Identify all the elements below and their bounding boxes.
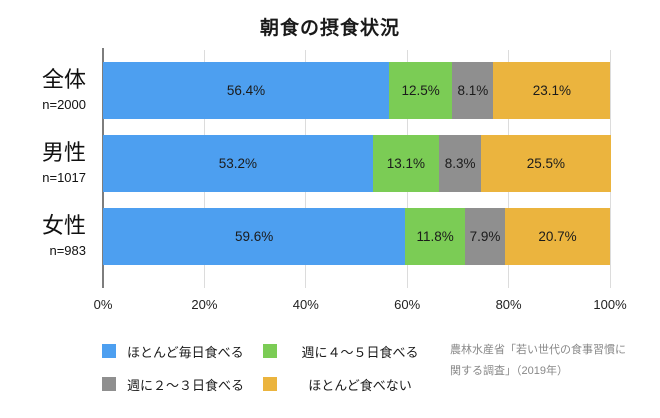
value-label: 20.7% (538, 229, 577, 244)
value-label: 53.2% (218, 156, 257, 171)
x-tick-label: 60% (394, 297, 421, 312)
category-sample-size: n=983 (49, 243, 86, 258)
bar-segment-1: 56.4% (103, 62, 389, 119)
legend-label: ほとんど毎日食べる (127, 344, 244, 360)
bar-segment-3: 7.9% (464, 208, 506, 265)
source-note: 農林水産省「若い世代の食事習慣に 関する調査」（2019年） (450, 340, 626, 382)
bar-segment-4: 23.1% (493, 62, 611, 119)
legend-item: ほとんど食べない (263, 377, 435, 393)
bar-segment-1: 59.6% (103, 208, 406, 265)
value-label: 59.6% (234, 229, 274, 244)
x-tick-label: 40% (292, 297, 319, 312)
source-line-2: 関する調査」（2019年） (450, 365, 568, 377)
category-name: 女性 (41, 213, 86, 238)
x-tick-label: 20% (191, 297, 218, 312)
bar-segment-2: 13.1% (372, 135, 440, 192)
source-line-1: 農林水産省「若い世代の食事習慣に (450, 344, 626, 356)
legend-item: ほとんど毎日食べる (102, 344, 244, 360)
bar-segment-2: 11.8% (405, 208, 465, 265)
bar-segment-3: 8.3% (439, 135, 482, 192)
legend-label: 週に４〜５日食べる (301, 344, 419, 360)
legend-swatch (263, 344, 277, 358)
bar-segment-2: 12.5% (388, 62, 453, 119)
bar-segment-1: 53.2% (103, 135, 373, 192)
legend-swatch (102, 344, 116, 358)
legend-swatch (102, 377, 116, 391)
value-label: 13.1% (386, 156, 426, 171)
category-name: 男性 (41, 140, 86, 165)
value-label: 7.9% (469, 229, 501, 244)
bar-segment-3: 8.1% (452, 62, 494, 119)
category-label: 女性 n=983 (0, 213, 86, 260)
category-label: 男性 n=1017 (0, 140, 86, 187)
legend-label: ほとんど食べない (308, 377, 412, 393)
x-tick-label: 0% (93, 297, 113, 312)
value-label: 11.8% (416, 229, 454, 244)
value-label: 8.1% (457, 83, 489, 98)
category-sample-size: n=2000 (42, 97, 86, 112)
category-sample-size: n=1017 (42, 170, 86, 185)
chart-title: 朝食の摂食状況 (259, 18, 400, 39)
value-label: 12.5% (401, 83, 440, 98)
category-label: 全体 n=2000 (0, 67, 86, 114)
x-tick-label: 80% (495, 297, 522, 312)
value-label: 8.3% (444, 156, 476, 171)
legend-label: 週に２〜３日食べる (127, 377, 245, 393)
legend-item: 週に２〜３日食べる (102, 377, 245, 393)
category-name: 全体 (41, 67, 86, 92)
value-label: 23.1% (532, 83, 572, 98)
x-tick-label: 100% (593, 297, 627, 312)
bar-segment-4: 25.5% (481, 135, 611, 192)
value-label: 25.5% (526, 156, 565, 171)
legend-item: 週に４〜５日食べる (263, 344, 435, 360)
value-label: 56.4% (226, 83, 266, 98)
legend-swatch (263, 377, 277, 391)
bar-segment-4: 20.7% (505, 208, 610, 265)
